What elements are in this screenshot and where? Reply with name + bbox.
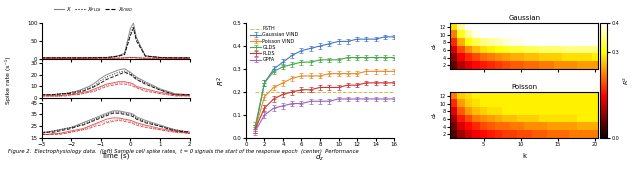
Title: Poisson: Poisson	[511, 84, 538, 90]
PSTH	[289, 91, 296, 93]
PSTH	[381, 91, 388, 93]
Legend: $X$, $X_{PLDS}$, $X_{VIND}$: $X$, $X_{PLDS}$, $X_{VIND}$	[52, 3, 134, 16]
PSTH	[307, 91, 315, 93]
PSTH	[344, 91, 351, 93]
X-axis label: Time (s): Time (s)	[102, 153, 130, 159]
Y-axis label: $d_z$: $d_z$	[429, 111, 438, 119]
X-axis label: $d_z$: $d_z$	[316, 153, 324, 163]
Text: Figure 2.  Electrophysiology data.  (left) Sample cell spike rates,  t = 0 signa: Figure 2. Electrophysiology data. (left)…	[8, 149, 358, 154]
PSTH	[260, 91, 268, 93]
Y-axis label: $R^2$: $R^2$	[216, 76, 227, 85]
Text: Spike rate (s⁻¹): Spike rate (s⁻¹)	[4, 57, 11, 104]
PSTH	[279, 91, 287, 93]
PSTH	[270, 91, 278, 93]
PSTH	[252, 91, 259, 93]
PSTH	[390, 91, 398, 93]
PSTH	[362, 91, 370, 93]
PSTH	[372, 91, 380, 93]
Title: Gaussian: Gaussian	[508, 15, 540, 21]
Y-axis label: $d_z$: $d_z$	[429, 42, 438, 50]
Legend: PSTH, Gaussian VIND, Poisson VIND, GLDS, PLDS, GPFA: PSTH, Gaussian VIND, Poisson VIND, GLDS,…	[248, 24, 301, 64]
Y-axis label: $R^2$: $R^2$	[622, 76, 631, 85]
PSTH	[316, 91, 324, 93]
PSTH	[353, 91, 361, 93]
X-axis label: k: k	[522, 153, 527, 159]
PSTH	[335, 91, 342, 93]
PSTH	[298, 91, 305, 93]
PSTH	[325, 91, 333, 93]
